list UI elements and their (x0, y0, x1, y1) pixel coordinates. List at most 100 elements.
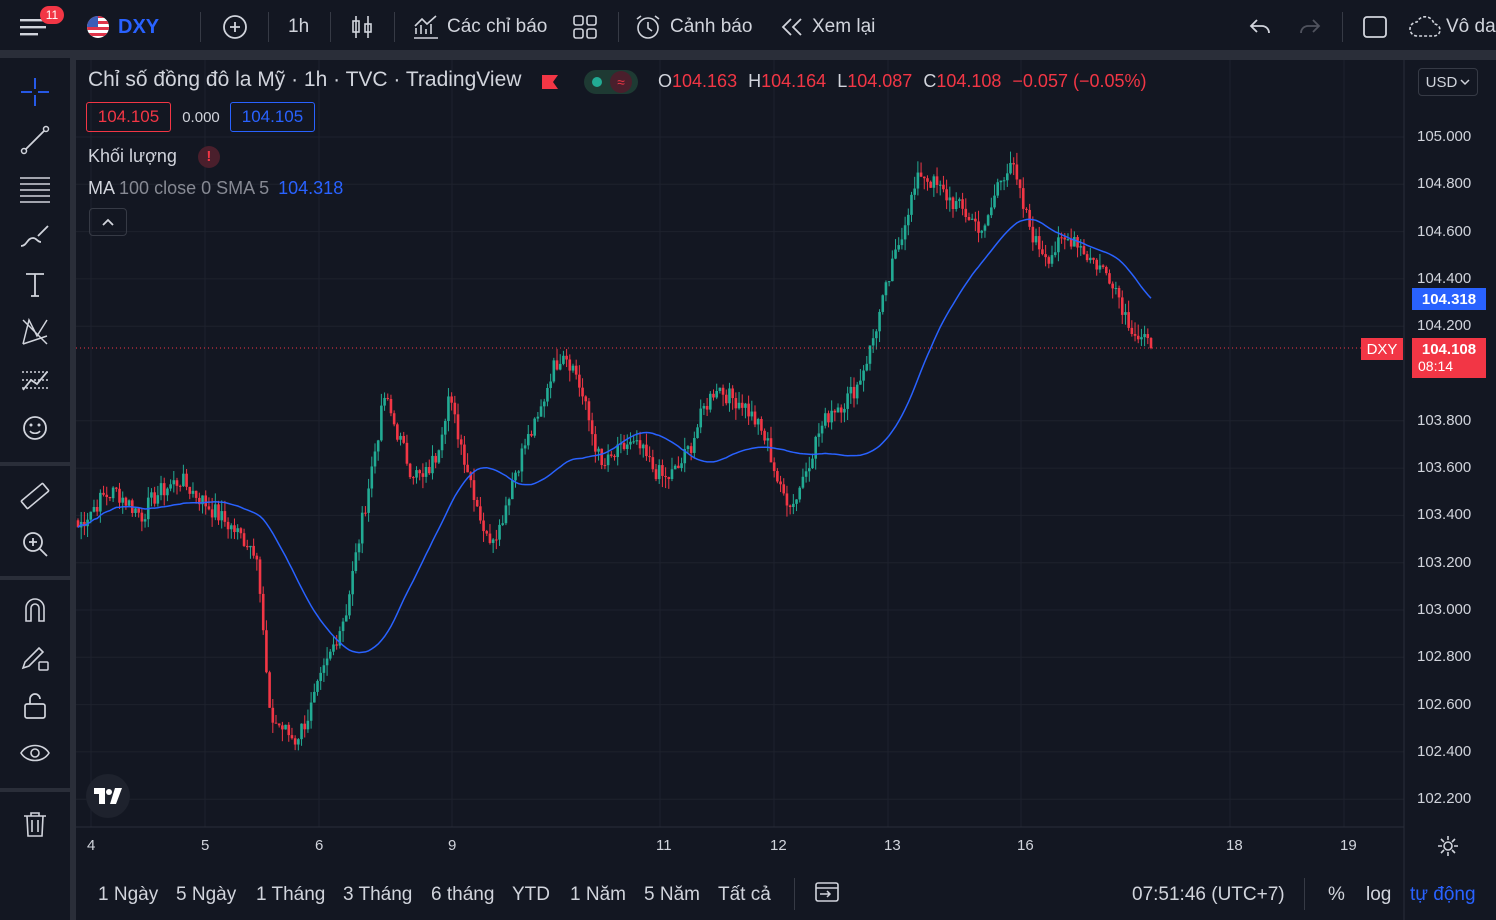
collapse-legend-button[interactable] (89, 208, 127, 236)
error-icon[interactable]: ! (197, 146, 220, 169)
layout-name-button[interactable]: Vô da (1408, 0, 1496, 54)
candle (1127, 300, 1130, 331)
hide-drawings-tool[interactable] (15, 734, 55, 774)
candle (945, 179, 948, 210)
alerts-button[interactable]: Cảnh báo (634, 0, 752, 54)
range-button[interactable]: Tất cả (718, 884, 771, 905)
candle (1114, 281, 1118, 295)
time-tick-label: 16 (1017, 837, 1034, 854)
candle (1047, 255, 1051, 269)
buy-price-button[interactable]: 104.105 (230, 102, 315, 132)
interval-button[interactable]: 1h (288, 16, 310, 37)
candle (594, 426, 597, 463)
fullscreen-button[interactable] (1362, 0, 1388, 54)
chart-settings-button[interactable] (1436, 834, 1460, 863)
brush-tool[interactable] (15, 216, 55, 256)
auto-scale-toggle[interactable]: tự động (1410, 884, 1476, 905)
text-tool[interactable] (15, 264, 55, 304)
volume-indicator-legend[interactable]: Khối lượng ! (88, 146, 220, 169)
magnet-tool[interactable] (15, 590, 55, 630)
chart-title[interactable]: Chỉ số đồng đô la Mỹ · 1h · TVC · Tradin… (88, 68, 522, 91)
range-button[interactable]: 5 Năm (644, 884, 700, 905)
price-tick-label: 105.000 (1417, 128, 1472, 145)
candle (734, 392, 738, 420)
candle (338, 626, 342, 649)
candle (268, 670, 271, 708)
zoom-tool[interactable] (15, 524, 55, 564)
chart-type-button[interactable] (350, 0, 374, 54)
indicators-button[interactable]: Các chỉ báo (412, 0, 547, 54)
time-tick-label: 9 (448, 837, 457, 854)
price-tick-label: 104.200 (1417, 317, 1472, 335)
tradingview-logo[interactable] (86, 774, 130, 818)
open-value: 104.163 (672, 71, 738, 91)
range-button[interactable]: 1 Ngày (98, 884, 159, 905)
flag-icon[interactable] (540, 73, 560, 91)
range-button[interactable]: 1 Năm (570, 884, 626, 905)
candle (648, 446, 651, 463)
measure-tool[interactable] (15, 476, 55, 516)
candle (1031, 216, 1035, 251)
remove-drawings-tool[interactable] (15, 804, 55, 844)
pattern-tool[interactable] (15, 312, 55, 352)
ma-price-tag: 104.318 (1412, 288, 1486, 310)
candle (651, 449, 655, 473)
chart-pane[interactable]: Chỉ số đồng đô la Mỹ · 1h · TVC · Tradin… (76, 60, 1496, 920)
candle (776, 468, 779, 484)
stay-in-drawing-tool[interactable] (15, 638, 55, 678)
candle (1050, 245, 1054, 267)
candle (779, 475, 782, 493)
range-button[interactable]: 3 Tháng (343, 884, 413, 905)
candle (137, 507, 140, 518)
menu-button[interactable] (20, 0, 48, 54)
crosshair-tool[interactable] (15, 72, 55, 112)
candle (341, 617, 345, 642)
range-button[interactable]: 5 Ngày (176, 884, 237, 905)
candle (319, 666, 323, 690)
candle (172, 470, 176, 493)
candle (795, 499, 798, 512)
candle (523, 438, 527, 455)
range-button[interactable]: 1 Tháng (256, 884, 326, 905)
candle (287, 722, 291, 742)
percent-scale-toggle[interactable]: % (1328, 884, 1345, 905)
icons-tool[interactable] (15, 408, 55, 448)
candle (102, 485, 105, 497)
add-symbol-button[interactable] (222, 0, 248, 54)
unlock-icon (24, 693, 46, 719)
fib-tool[interactable] (15, 168, 55, 208)
currency-select[interactable]: USD (1418, 68, 1478, 96)
trend-line-tool[interactable] (15, 120, 55, 160)
low-value: 104.087 (847, 71, 913, 91)
candle (661, 459, 664, 488)
time-tick-label: 4 (87, 837, 96, 854)
lock-drawings-tool[interactable] (15, 686, 55, 726)
candle (434, 453, 437, 469)
candle (281, 721, 284, 742)
range-button[interactable]: 6 tháng (431, 884, 495, 905)
symbol-price-tag: DXY (1361, 338, 1403, 360)
symbol-search-button[interactable]: DXY (86, 0, 159, 54)
undo-button[interactable] (1248, 0, 1272, 54)
prediction-tool[interactable] (15, 360, 55, 400)
redo-button[interactable] (1298, 0, 1322, 54)
candle (166, 487, 169, 502)
candle (852, 377, 856, 408)
replay-button[interactable]: Xem lại (780, 0, 875, 54)
clock-timezone[interactable]: 07:51:46 (UTC+7) (1132, 884, 1285, 905)
range-button[interactable]: YTD (512, 884, 550, 905)
candle (1012, 157, 1015, 176)
candle (297, 738, 300, 751)
price-chart[interactable] (76, 60, 1496, 920)
layouts-button[interactable] (572, 0, 598, 54)
sell-price-button[interactable]: 104.105 (86, 102, 171, 132)
log-scale-toggle[interactable]: log (1366, 884, 1392, 905)
ma-indicator-legend[interactable]: MA 100 close 0 SMA 5 104.318 (88, 178, 343, 199)
volume-label: Khối lượng (88, 146, 177, 166)
forecast-icon (22, 371, 48, 391)
candle (223, 500, 227, 527)
divider (1304, 878, 1305, 910)
candle (938, 180, 942, 196)
market-status[interactable]: ≈ (584, 70, 638, 94)
date-range-button[interactable] (814, 880, 840, 909)
